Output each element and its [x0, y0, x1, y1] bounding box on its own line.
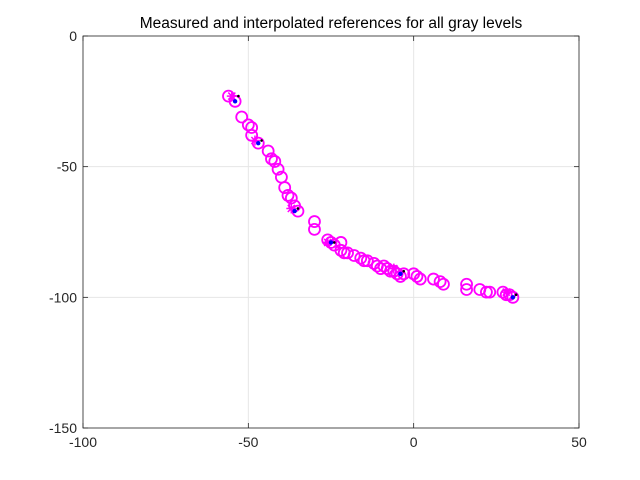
data-point-circle	[271, 162, 285, 176]
data-point-circle	[360, 254, 374, 268]
data-point-circle	[261, 144, 275, 158]
data-point-star	[226, 91, 237, 102]
plot-background	[83, 36, 579, 428]
y-tick-label: -100	[49, 289, 77, 305]
data-point-circle	[334, 243, 348, 257]
data-point-circle	[427, 272, 440, 286]
data-point-circle	[268, 155, 282, 168]
data-point-circle	[341, 246, 354, 260]
data-point-black-dot	[333, 241, 336, 244]
data-point-circle	[460, 283, 473, 296]
data-point-circle	[506, 290, 520, 304]
data-point-circle	[410, 270, 424, 283]
x-tick-label: -100	[69, 434, 97, 450]
data-point-black-dot	[260, 139, 263, 142]
data-markers	[222, 89, 520, 304]
x-tick-label: -50	[238, 434, 258, 450]
y-tick-label: -150	[49, 420, 77, 436]
data-point-circle	[265, 152, 278, 166]
data-point-star	[322, 237, 333, 248]
data-point-circle	[245, 121, 259, 134]
data-point-circle	[483, 285, 497, 299]
data-point-circle	[347, 249, 361, 262]
data-point-dot	[256, 140, 261, 146]
data-point-dot	[510, 295, 516, 300]
data-point-circle	[278, 181, 292, 194]
data-point-black-dot	[514, 293, 518, 297]
data-point-circle	[281, 189, 295, 202]
y-tick-label: 0	[69, 28, 77, 44]
y-tick-label: -50	[57, 159, 77, 175]
data-point-black-dot	[402, 269, 406, 273]
data-point-circle	[354, 251, 368, 265]
data-point-dot	[292, 208, 297, 214]
data-point-dot	[398, 271, 403, 277]
data-point-circle	[308, 215, 321, 228]
data-point-star	[388, 263, 399, 274]
data-point-circle	[394, 270, 407, 283]
data-point-black-dot	[237, 94, 240, 98]
data-point-circle	[437, 277, 450, 291]
chart-title: Measured and interpolated references for…	[140, 15, 523, 32]
axis-ticks: -100 -50 0 500-50-100-150	[49, 28, 587, 450]
data-point-dot	[328, 240, 334, 245]
plot-frame	[82, 35, 580, 429]
data-point-dot	[232, 99, 238, 104]
x-tick-label: 0	[410, 434, 418, 450]
data-point-star	[501, 287, 512, 298]
data-point-circle	[433, 275, 447, 289]
data-point-circle	[413, 272, 427, 286]
data-point-circle	[480, 285, 493, 299]
x-tick-label: 50	[571, 434, 587, 450]
data-point-black-dot	[296, 207, 300, 210]
data-point-circle	[460, 277, 473, 291]
data-point-circle	[235, 110, 249, 124]
data-point-circle	[308, 222, 321, 236]
